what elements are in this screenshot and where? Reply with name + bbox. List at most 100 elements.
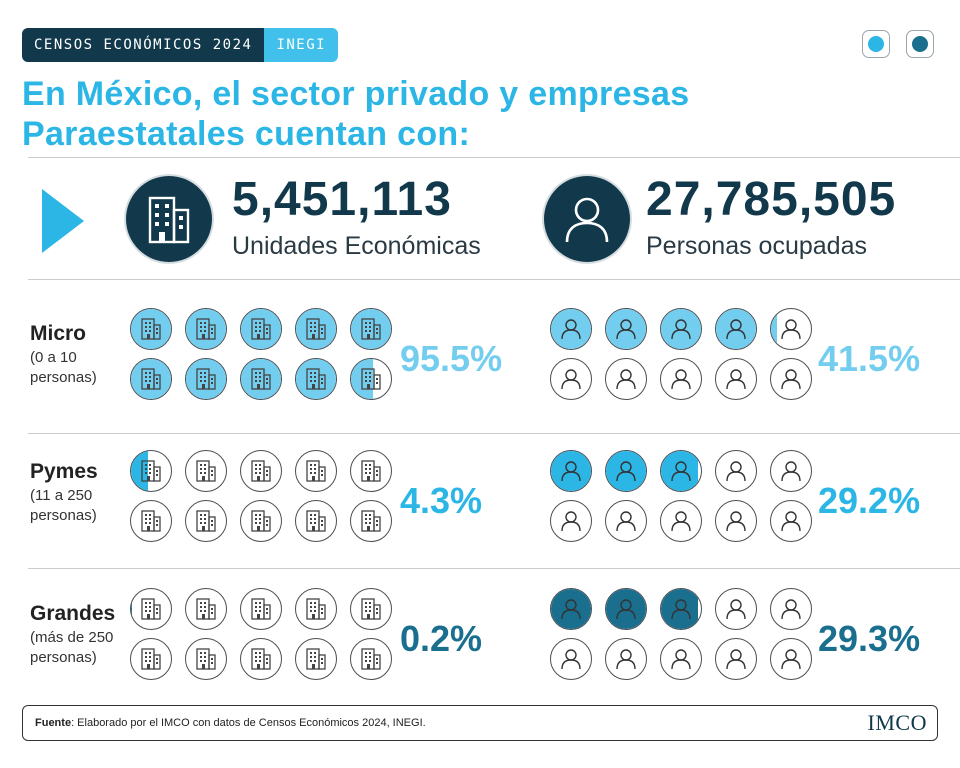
category-name: Micro [30,322,87,345]
building-icon [240,308,282,350]
person-icon [605,358,647,400]
page-title: En México, el sector privado y empresas … [22,75,690,153]
units-percentage: 4.3% [400,480,483,521]
building-icon [130,638,172,680]
person-icon [550,500,592,542]
person-icon [770,308,812,350]
footer-text: : Elaborado por el IMCO con datos de Cen… [71,717,426,729]
people-icon-grid [550,450,812,542]
imco-logo: IMCO [868,708,927,738]
person-icon [715,450,757,492]
building-icon [295,638,337,680]
person-icon [550,638,592,680]
person-icon [770,638,812,680]
category-subtitle: (11 a 250 personas) [30,487,97,524]
building-icon [185,588,227,630]
dark-dot-icon [912,36,928,52]
units-label: Unidades Económicas [232,232,481,260]
units-icon-grid [130,588,392,680]
category-subtitle: (0 a 10 personas) [30,349,97,386]
units-total: 5,451,113 [232,173,452,226]
building-icon [185,358,227,400]
units-percentage: 0.2% [400,618,483,659]
building-icon [240,638,282,680]
building-icon [240,358,282,400]
category-name: Pymes [30,460,98,483]
category-subtitle: (más de 250 personas) [30,629,114,666]
category-grandes: Grandes (más de 250 personas) [30,602,140,668]
building-icon [240,500,282,542]
building-icon [350,588,392,630]
person-icon [770,450,812,492]
header-badge: CENSOS ECONÓMICOS 2024 INEGI [22,28,339,62]
person-icon [605,500,647,542]
person-icon [660,450,702,492]
source-tag: CENSOS ECONÓMICOS 2024 [22,28,265,62]
play-arrow-icon [42,189,84,253]
person-icon [660,358,702,400]
source-footer: Fuente : Elaborado por el IMCO con datos… [22,705,938,741]
logo-text: IMCO [867,710,927,735]
people-percentage: 41.5% [818,338,921,379]
building-icon [350,450,392,492]
building-icon [295,588,337,630]
units-percentage: 95.5% [400,338,503,379]
building-icon [126,176,212,262]
person-icon [715,638,757,680]
category-pymes: Pymes (11 a 250 personas) [30,460,140,526]
building-icon [130,450,172,492]
person-icon [605,308,647,350]
person-icon [715,500,757,542]
person-icon [550,450,592,492]
person-icon [660,638,702,680]
person-icon [550,588,592,630]
org-tag: INEGI [264,28,339,62]
category-micro: Micro (0 a 10 personas) [30,322,140,388]
person-icon [660,500,702,542]
building-icon [240,588,282,630]
person-icon [605,638,647,680]
units-icon-grid [130,308,392,400]
people-icon-grid [550,308,812,400]
building-icon [185,638,227,680]
building-icon [185,500,227,542]
person-icon [605,450,647,492]
building-icon [350,358,392,400]
category-name: Grandes [30,602,116,625]
people-label: Personas ocupadas [646,232,867,260]
person-icon [770,500,812,542]
building-icon [130,588,172,630]
units-icon-grid [130,450,392,542]
building-icon [185,450,227,492]
person-icon [715,588,757,630]
people-percentage: 29.2% [818,480,921,521]
person-icon [605,588,647,630]
people-total: 27,785,505 [646,173,897,226]
person-icon [715,358,757,400]
building-icon [130,358,172,400]
dark-theme-toggle[interactable] [906,30,934,58]
person-icon [660,308,702,350]
divider [28,433,960,434]
divider [28,157,960,158]
divider [28,568,960,569]
person-icon [544,176,630,262]
building-icon [295,358,337,400]
people-icon-grid [550,588,812,680]
light-dot-icon [868,36,884,52]
divider [28,279,960,280]
person-icon [715,308,757,350]
people-percentage: 29.3% [818,618,921,659]
building-icon [350,638,392,680]
building-icon [295,500,337,542]
person-icon [770,588,812,630]
light-theme-toggle[interactable] [862,30,890,58]
building-icon [350,308,392,350]
person-icon [550,358,592,400]
building-icon [295,450,337,492]
building-icon [240,450,282,492]
building-icon [295,308,337,350]
person-icon [770,358,812,400]
building-icon [350,500,392,542]
person-icon [660,588,702,630]
